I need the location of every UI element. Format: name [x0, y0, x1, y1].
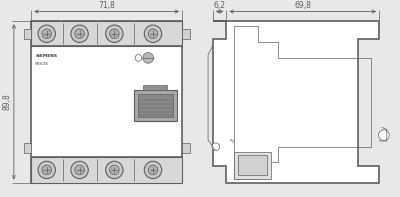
Polygon shape — [24, 29, 31, 39]
Bar — [138, 94, 173, 117]
Text: 69,8: 69,8 — [294, 1, 311, 10]
Bar — [234, 152, 271, 179]
Text: 6,2: 6,2 — [214, 1, 226, 10]
Circle shape — [106, 161, 123, 179]
Circle shape — [42, 29, 52, 39]
Polygon shape — [182, 29, 190, 39]
Bar — [31, 21, 182, 182]
Bar — [238, 155, 267, 175]
Circle shape — [42, 165, 52, 175]
Circle shape — [71, 25, 88, 42]
Circle shape — [143, 53, 154, 63]
Text: 5SV36: 5SV36 — [35, 62, 49, 66]
Polygon shape — [24, 143, 31, 152]
Circle shape — [135, 55, 142, 61]
Circle shape — [212, 143, 220, 151]
Text: 71,8: 71,8 — [98, 1, 115, 10]
Bar — [134, 90, 177, 121]
Circle shape — [38, 25, 56, 42]
Polygon shape — [182, 143, 190, 152]
Circle shape — [110, 29, 119, 39]
Circle shape — [110, 165, 119, 175]
Text: 89,8: 89,8 — [3, 93, 12, 110]
Circle shape — [378, 130, 389, 140]
Text: 5: 5 — [229, 138, 235, 144]
Circle shape — [75, 29, 84, 39]
Circle shape — [148, 29, 158, 39]
Bar — [31, 21, 182, 46]
Circle shape — [148, 165, 158, 175]
Circle shape — [144, 161, 162, 179]
Circle shape — [75, 165, 84, 175]
Circle shape — [71, 161, 88, 179]
Bar — [31, 157, 182, 182]
Circle shape — [38, 161, 56, 179]
Bar — [143, 85, 168, 90]
Text: SIEMENS: SIEMENS — [35, 54, 57, 58]
Circle shape — [106, 25, 123, 42]
Circle shape — [144, 25, 162, 42]
Polygon shape — [213, 21, 379, 183]
